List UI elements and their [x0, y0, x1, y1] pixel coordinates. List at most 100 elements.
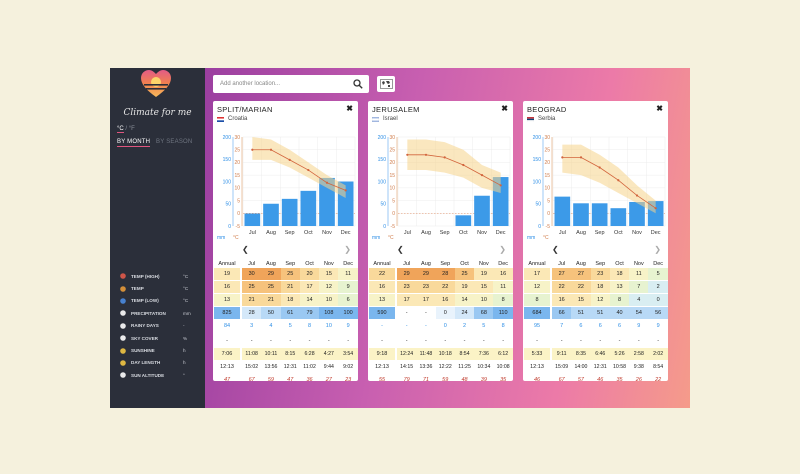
temp-point[interactable]	[579, 156, 583, 159]
by-season-tab[interactable]: BY SEASON	[156, 139, 193, 145]
month-cell: 39	[480, 377, 487, 381]
precipitation-bar[interactable]	[244, 213, 261, 226]
temp-point[interactable]	[307, 168, 310, 172]
temp-point[interactable]	[561, 156, 564, 159]
month-cell: 2:02	[648, 348, 668, 360]
annual-cell: 5:33	[524, 348, 550, 360]
precipitation-bar[interactable]	[263, 203, 279, 226]
by-month-tab[interactable]: BY MONTH	[117, 139, 151, 147]
month-cells: 30 29 25 20 15 11	[242, 268, 358, 280]
temp-point[interactable]	[269, 148, 273, 151]
close-icon[interactable]: ✖	[501, 104, 508, 113]
sun-icon	[119, 347, 127, 355]
legend-unit: h	[183, 360, 186, 366]
legend-row: TEMP (HIGH) °C	[119, 270, 199, 282]
annual-cell: 95	[533, 323, 541, 329]
legend-unit: -	[183, 323, 185, 329]
unit-toggle[interactable]: °C / °F	[117, 126, 135, 133]
chevron-left-icon[interactable]: ❮	[242, 245, 249, 254]
month-cell: 6:12	[493, 348, 513, 360]
legend-label: TEMP	[131, 286, 144, 292]
temp-tick-label: -5	[391, 224, 396, 230]
month-cell: -	[405, 338, 408, 344]
temp-point[interactable]	[288, 158, 291, 161]
month-cell: 6	[338, 294, 358, 306]
temp-point[interactable]	[617, 179, 620, 182]
main-area: Add another location... SPLIT/MARIAN ✖ Cro…	[205, 68, 690, 408]
chevron-right-icon[interactable]: ❯	[499, 245, 506, 254]
month-cell: -	[270, 338, 272, 344]
temp-point[interactable]	[635, 194, 639, 197]
month-cell: -	[444, 338, 447, 344]
search-input[interactable]: Add another location...	[213, 75, 369, 93]
month-header-row: Jul Aug Sep Oct Nov Dec	[397, 261, 513, 267]
month-tick-label: Aug	[421, 230, 431, 236]
legend-label: RAINY DAYS	[131, 323, 159, 329]
month-cell: 4	[629, 294, 649, 306]
close-icon[interactable]: ✖	[346, 104, 353, 113]
precipitation-bar[interactable]	[629, 201, 645, 226]
chevron-right-icon[interactable]: ❯	[654, 245, 661, 254]
chevron-right-icon[interactable]: ❯	[344, 245, 351, 254]
map-button[interactable]	[377, 76, 395, 92]
month-tick-label: Aug	[576, 230, 586, 236]
location-title: JERUSALEM	[372, 105, 420, 114]
month-tick-label: Dec	[341, 230, 351, 236]
close-icon[interactable]: ✖	[656, 104, 663, 113]
temp-tick-label: 10	[389, 186, 395, 192]
month-tick-label: Jul	[249, 230, 256, 236]
month-cells: 22 22 18 13 7 2	[552, 281, 668, 293]
precipitation-bar[interactable]	[281, 198, 298, 226]
temp-tick-label: 25	[544, 148, 550, 154]
precipitation-bar[interactable]	[474, 195, 490, 226]
temp-point[interactable]	[406, 153, 409, 156]
precipitation-bar[interactable]	[610, 208, 627, 226]
fahrenheit-toggle[interactable]: °F	[128, 126, 135, 132]
temp-point[interactable]	[654, 207, 657, 210]
legend-unit: °C	[183, 286, 189, 292]
temp-point[interactable]	[344, 189, 347, 192]
temp-point[interactable]	[598, 166, 601, 169]
temp-point[interactable]	[443, 156, 446, 159]
search-icon[interactable]	[353, 79, 363, 89]
month-cell: 57	[577, 377, 584, 381]
legend-unit: h	[183, 348, 186, 354]
temp-point[interactable]	[424, 153, 428, 156]
month-header: Nov	[478, 261, 489, 267]
celsius-toggle[interactable]: °C	[117, 126, 124, 133]
month-cell: 8	[308, 323, 312, 329]
temp-point[interactable]	[462, 163, 465, 167]
month-cell: 2:58	[629, 348, 649, 360]
month-cell: 4	[269, 323, 273, 329]
annual-cell: 12:13	[214, 361, 240, 373]
annual-cell: 12:13	[369, 361, 395, 373]
temp-point[interactable]	[325, 181, 329, 184]
temp-point[interactable]	[499, 184, 502, 187]
precipitation-bar[interactable]	[573, 203, 589, 226]
country-name: Croatia	[228, 116, 248, 122]
temp-point[interactable]	[251, 148, 254, 151]
annual-cell: 13	[369, 294, 395, 306]
precipitation-bar[interactable]	[455, 215, 472, 226]
month-cells: 17 17 16 14 10 8	[397, 294, 513, 306]
chevron-left-icon[interactable]: ❮	[397, 245, 404, 254]
month-cell: 6	[618, 323, 622, 329]
table-row-rainy: - - - 0 2 5 8	[368, 320, 513, 332]
month-cell: -	[425, 323, 427, 329]
location-card: JERUSALEM ✖ Israel -5 0 5 10 15 20 25 30 0 50 100 150 2…	[368, 101, 513, 381]
month-cell: 3:54	[338, 348, 358, 360]
month-cell: 17	[299, 281, 320, 293]
temp-point[interactable]	[480, 174, 484, 177]
annual-cell: -	[381, 323, 383, 329]
annual-cell: 12	[524, 281, 550, 293]
annual-cell: 22	[369, 268, 395, 280]
table-row-sunshine: 5:33 9:11 8:35 6:46 5:26 2:58 2:02	[523, 348, 668, 360]
precipitation-bar[interactable]	[300, 190, 317, 226]
chevron-left-icon[interactable]: ❮	[552, 245, 559, 254]
table-row-daylength: 12:13 14:15 13:36 12:22 11:25 10:34 10:08	[368, 361, 513, 373]
precipitation-bar[interactable]	[591, 203, 608, 226]
month-cell: 21	[261, 294, 281, 306]
precipitation-bar[interactable]	[554, 196, 571, 226]
month-cell: 12:24	[397, 348, 417, 360]
annual-cell: 55	[378, 377, 386, 381]
